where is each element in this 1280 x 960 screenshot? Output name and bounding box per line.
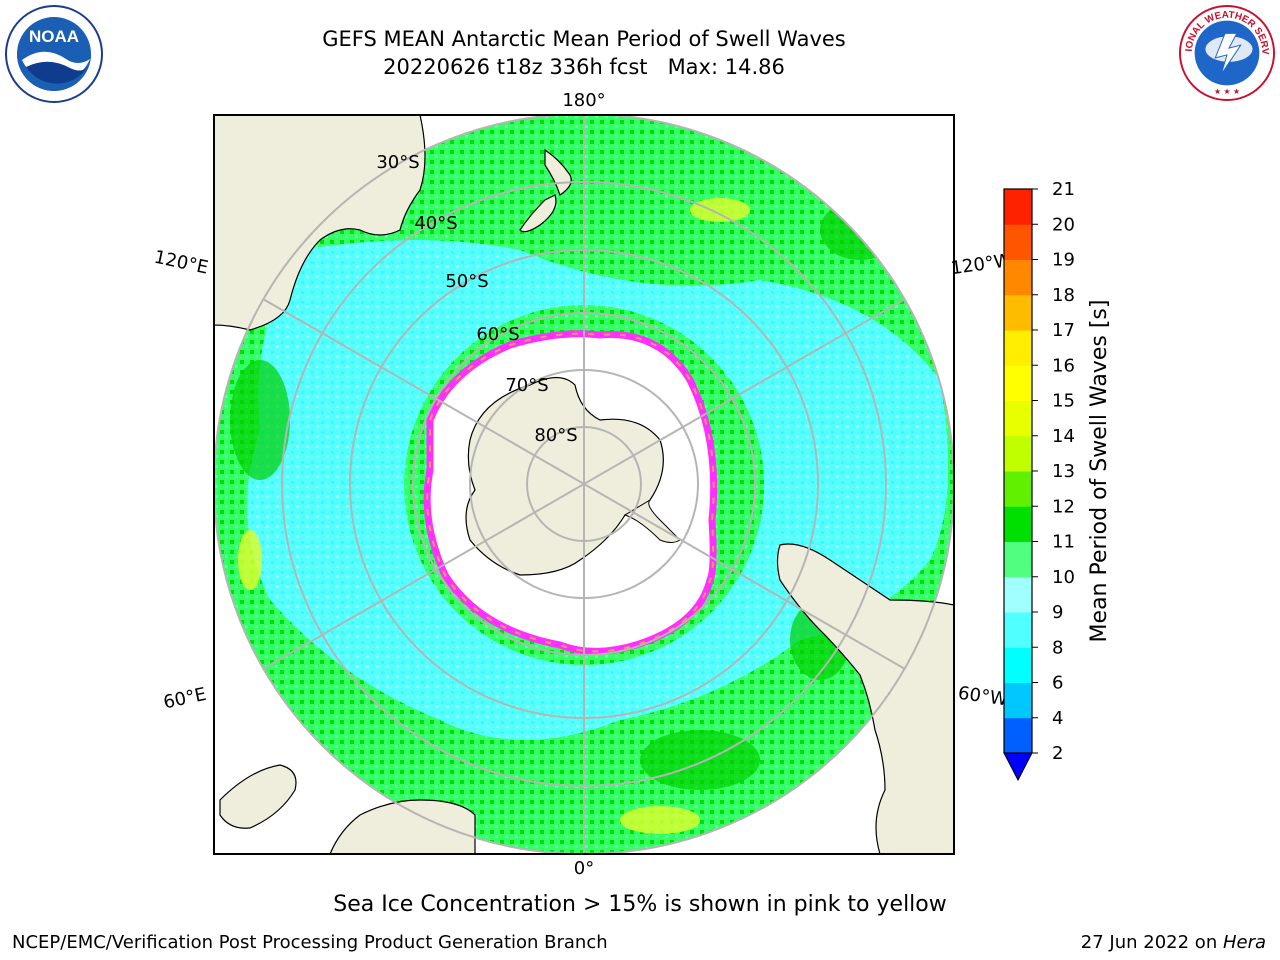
colorbar-tick-label: 2 — [1052, 743, 1063, 764]
colorbar-block — [1004, 682, 1032, 719]
lon-label-60w: 60°W — [957, 683, 1009, 711]
noaa-logo: NOAA — [5, 5, 103, 103]
colorbar-tick-label: 18 — [1052, 285, 1075, 306]
lat-label-40s: 40°S — [414, 213, 457, 234]
colorbar-tick-label: 8 — [1052, 637, 1063, 658]
colorbar-block — [1004, 506, 1032, 542]
colorbar-ticks: 2 4 6 8 9 10 11 12 13 14 15 16 17 18 19 20 21 — [1032, 179, 1075, 764]
colorbar-block — [1004, 365, 1032, 401]
generation-date: 27 Jun 2022 on Hera — [1080, 932, 1266, 953]
colorbar-tick-label: 19 — [1052, 250, 1075, 271]
colorbar-tick-label: 14 — [1052, 426, 1075, 447]
map-labels: 180° 0° 120°E 60°E 120°W 60°W 30°S 40°S … — [152, 90, 1013, 879]
colorbar-block — [1004, 541, 1032, 578]
colorbar-tick-label: 20 — [1052, 214, 1075, 235]
sea-ice-note: Sea Ice Concentration > 15% is shown in … — [333, 892, 947, 917]
lat-label-80s: 80°S — [534, 425, 577, 446]
new-zealand-south — [519, 194, 557, 233]
madagascar — [219, 764, 297, 829]
colorbar: 2 4 6 8 9 10 11 12 13 14 15 16 17 18 19 20 21 Mean Perio… — [1003, 179, 1112, 782]
nws-logo: NATIONAL WEATHER SERVICE ★ ★ ★ — [1178, 4, 1276, 102]
map-subtitle: 20220626 t18z 336h fcst Max: 14.86 — [383, 55, 785, 79]
colorbar-blocks — [1004, 189, 1032, 754]
colorbar-tick-label: 16 — [1052, 355, 1075, 376]
colorbar-tick-label: 12 — [1052, 496, 1075, 517]
colorbar-tick-label: 17 — [1052, 320, 1075, 341]
colorbar-block — [1004, 189, 1032, 225]
colorbar-block — [1004, 259, 1032, 296]
colorbar-tick-label: 11 — [1052, 532, 1075, 553]
new-zealand-north — [544, 148, 572, 196]
colorbar-block — [1004, 612, 1032, 648]
colorbar-tick-label: 21 — [1052, 179, 1075, 200]
svg-text:NOAA: NOAA — [29, 27, 79, 46]
lon-label-0: 0° — [574, 858, 594, 879]
colorbar-tick-label: 13 — [1052, 461, 1075, 482]
cyan-swell-belt — [247, 240, 949, 740]
colorbar-tick-label: 10 — [1052, 567, 1075, 588]
colorbar-block — [1004, 717, 1032, 754]
colorbar-block — [1004, 647, 1032, 683]
colorbar-block — [1004, 330, 1032, 366]
map-frame — [213, 114, 955, 855]
lon-label-180: 180° — [562, 90, 605, 111]
colorbar-tick-label: 6 — [1052, 673, 1063, 694]
colorbar-block — [1004, 576, 1032, 613]
colorbar-tick-label: 15 — [1052, 391, 1075, 412]
producer-credit: NCEP/EMC/Verification Post Processing Pr… — [12, 932, 608, 953]
lat-label-50s: 50°S — [445, 271, 488, 292]
colorbar-block — [1004, 400, 1032, 437]
colorbar-block — [1004, 435, 1032, 472]
lat-label-70s: 70°S — [505, 375, 548, 396]
africa-south — [329, 799, 476, 854]
lat-label-30s: 30°S — [376, 152, 419, 173]
colorbar-block — [1004, 294, 1032, 331]
colorbar-extend-arrow — [1003, 752, 1033, 782]
colorbar-tick-label: 9 — [1052, 602, 1063, 623]
yellow-patches — [238, 198, 750, 834]
svg-text:★ ★ ★: ★ ★ ★ — [1214, 87, 1240, 96]
lat-label-60s: 60°S — [476, 324, 519, 345]
colorbar-block — [1004, 471, 1032, 507]
colorbar-tick-label: 4 — [1052, 708, 1063, 729]
map-title: GEFS MEAN Antarctic Mean Period of Swell… — [322, 27, 846, 51]
graticule — [214, 115, 954, 854]
colorbar-block — [1004, 224, 1032, 260]
lon-label-60e: 60°E — [162, 684, 209, 714]
lon-label-120e: 120°E — [152, 247, 210, 279]
colorbar-label: Mean Period of Swell Waves [s] — [1087, 300, 1112, 643]
australia — [214, 115, 426, 331]
machine-name: Hera — [1222, 932, 1266, 953]
